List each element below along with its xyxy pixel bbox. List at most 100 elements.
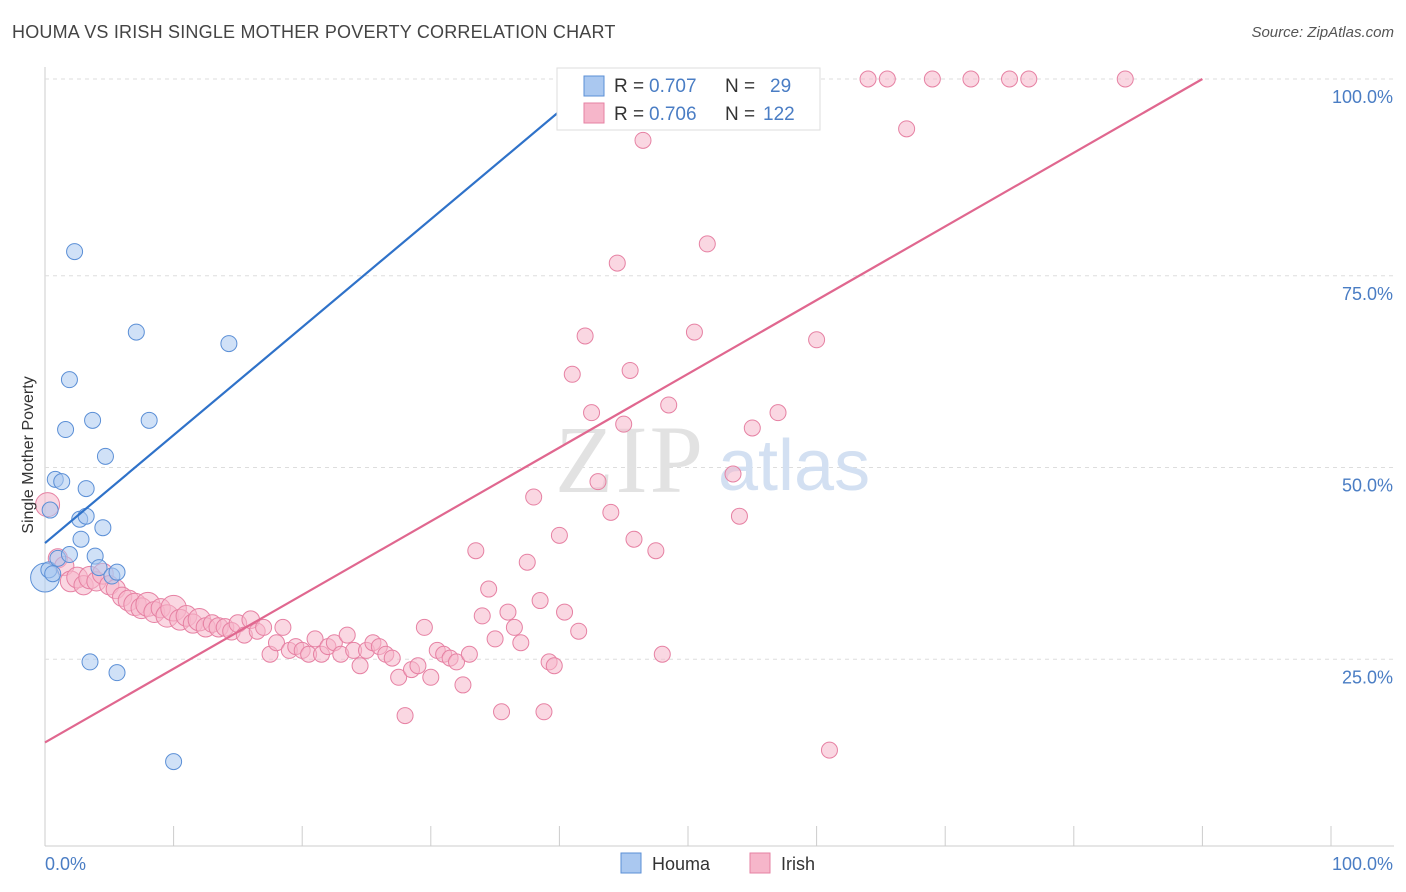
irish-point [306,630,324,648]
irish-point [422,668,440,686]
irish-point [730,507,748,525]
stats-legend: R = 0.707 N = 29 R = 0.706 N = 122 [556,67,821,131]
irish-point [820,741,838,759]
irish-point [576,327,594,345]
irish-point [1001,70,1018,88]
irish-point [448,653,466,671]
irish-point [653,645,671,663]
houma-point [57,421,75,439]
irish-point [878,70,896,88]
irish-point [583,404,601,422]
irish-point [493,703,511,721]
irish-point [570,622,588,640]
houma-point [108,664,126,682]
irish-point [535,703,553,721]
irish-point [898,120,916,138]
irish-point [563,365,581,383]
houma-point [77,507,95,525]
houma-point [53,473,71,491]
irish-point [698,235,716,253]
irish-point [255,618,273,636]
irish-point [625,530,643,548]
irish-point [545,657,563,675]
irish-point [769,404,787,422]
irish-point [1116,70,1134,88]
y-tick-label: 50.0% [1342,476,1393,496]
irish-point [415,618,433,636]
houma-point [60,371,78,389]
houma-point [90,559,108,577]
irish-point [454,676,472,694]
irish-point [505,618,523,636]
irish-point [859,70,877,88]
irish-point [409,657,427,675]
irish-point [808,331,826,349]
irish-point [602,503,620,521]
source-label: Source: ZipAtlas.com [1251,24,1394,41]
legend-r-value: 0.706 [649,104,697,125]
houma-point [81,653,99,671]
chart-title: HOUMA VS IRISH SINGLE MOTHER POVERTY COR… [12,22,616,42]
houma-point [94,519,112,537]
irish-point [608,254,626,272]
legend-label-irish: Irish [781,854,815,874]
irish-point [338,626,356,644]
houma-point [140,411,158,429]
legend-swatch-houma [583,75,605,97]
houma-trend-line [44,78,599,544]
irish-point [962,70,980,88]
houma-point [41,501,59,519]
irish-point [660,396,678,414]
y-tick-label: 25.0% [1342,667,1393,687]
x-tick-label: 0.0% [45,854,86,874]
irish-point [396,707,414,725]
legend-r-label: R = [614,76,644,97]
irish-point [550,526,568,544]
houma-point [96,447,114,465]
legend-n-value: 122 [763,104,795,125]
x-tick-label: 100.0% [1332,854,1393,874]
irish-point [460,645,478,663]
houma-point [44,565,62,583]
irish-point [647,542,665,560]
irish-point [390,668,408,686]
houma-point [108,563,126,581]
legend-label-houma: Houma [652,854,711,874]
legend-n-label: N = [725,104,755,125]
irish-point [923,70,941,88]
watermark-atlas: atlas [718,426,870,506]
y-tick-label: 75.0% [1342,284,1393,304]
legend-n-label: N = [725,76,755,97]
legend-swatch-houma [620,852,642,874]
houma-point [77,480,95,498]
y-tick-label: 100.0% [1332,87,1393,107]
irish-point [615,415,633,433]
irish-point [518,553,536,571]
irish-point [556,603,574,621]
irish-point [621,361,639,379]
y-axis-label: Single Mother Poverty [20,376,37,533]
irish-point [467,542,485,560]
legend-r-label: R = [614,104,644,125]
irish-point [274,618,292,636]
irish-point [531,592,549,610]
irish-point [480,580,498,598]
houma-point [220,335,238,353]
houma-point [127,323,145,341]
irish-point [589,473,607,491]
houma-point [165,753,183,771]
irish-point [383,649,401,667]
legend-r-value: 0.707 [649,76,697,97]
houma-point [66,243,84,261]
houma-point [84,411,102,429]
legend-swatch-irish [583,102,605,124]
bottom-legend: Houma Irish [620,852,815,874]
houma-point [60,546,78,564]
houma-point [72,530,90,548]
irish-point [1020,70,1038,88]
irish-trend-line [44,78,1203,744]
irish-point [486,630,504,648]
irish-point [685,323,703,341]
irish-point [473,607,491,625]
